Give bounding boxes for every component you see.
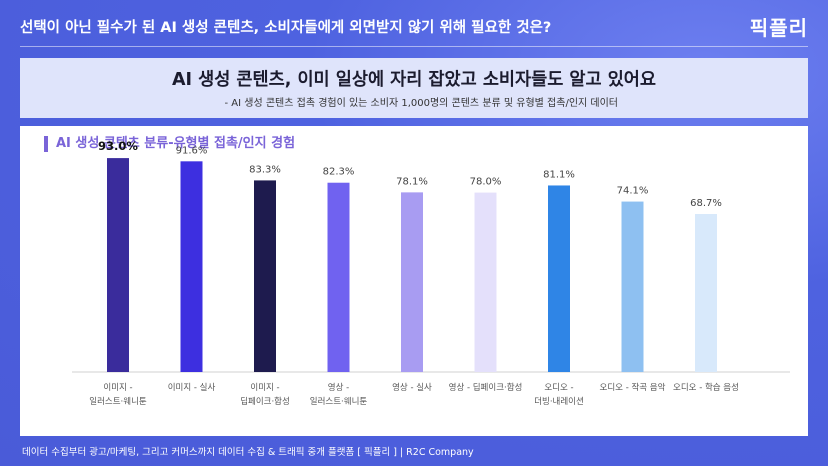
value-label-2: 83.3% <box>249 164 281 175</box>
value-label-7: 74.1% <box>617 186 649 197</box>
category-label-4: 영상 - 실사 <box>392 382 432 393</box>
category-label-8: 오디오 - 학습 음성 <box>673 382 739 393</box>
value-label-6: 81.1% <box>543 169 575 180</box>
bar-6 <box>548 185 570 372</box>
bar-3 <box>327 182 350 372</box>
chart-title: AI 생성 콘텐츠 분류-유형별 접촉/인지 경험 <box>44 136 295 152</box>
headline-banner: AI 생성 콘텐츠, 이미 일상에 자리 잡았고 소비자들도 알고 있어요 - … <box>20 58 808 118</box>
value-label-8: 68.7% <box>690 198 722 209</box>
bar-4 <box>401 192 423 372</box>
category-label-2: 이미지 -딥페이크·합성 <box>240 382 290 407</box>
chart-card: AI 생성 콘텐츠 분류-유형별 접촉/인지 경험 93.0% 이미지 -일러스트… <box>20 126 808 436</box>
category-label-3: 영상 -일러스트·웨니툰 <box>310 382 368 407</box>
category-label-6: 오디오 -더빙·내레이션 <box>534 383 584 407</box>
bar-5 <box>474 192 497 372</box>
bar-0 <box>107 158 129 372</box>
bar-1 <box>180 161 203 372</box>
value-label-0: 93.0% <box>98 139 138 153</box>
brand-logo: 픽플리 <box>749 16 808 40</box>
bar-2 <box>254 180 276 372</box>
category-label-7: 오디오 - 작곡 음악 <box>600 382 666 393</box>
value-label-4: 78.1% <box>396 176 428 187</box>
category-label-0: 이미지 -일러스트·웨니툰 <box>89 382 147 407</box>
category-label-1: 이미지 - 실사 <box>168 382 216 393</box>
category-label-5: 영상 - 딥페이크·합성 <box>449 382 523 393</box>
bar-7 <box>621 201 644 372</box>
footer-text: 데이터 수집부터 광고/마케팅, 그리고 커머스까지 데이터 수집 & 트래픽 … <box>22 447 474 458</box>
value-label-1: 91.6% <box>176 145 208 156</box>
bar-chart: 93.0% 이미지 -일러스트·웨니툰 91.6% 이미지 - 실사 83.3% 이미지 … <box>72 139 790 407</box>
value-label-5: 78.0% <box>470 177 502 188</box>
divider <box>20 46 808 47</box>
value-label-3: 82.3% <box>323 167 355 178</box>
bar-8 <box>695 213 717 372</box>
banner-title: AI 생성 콘텐츠, 이미 일상에 자리 잡았고 소비자들도 알고 있어요 <box>171 70 657 90</box>
page-title: 선택이 아닌 필수가 된 AI 생성 콘텐츠, 소비자들에게 외면받지 않기 위… <box>20 20 552 36</box>
banner-subtitle: - AI 생성 콘텐츠 접촉 경험이 있는 소비자 1,000명의 콘텐츠 분류… <box>224 98 619 109</box>
